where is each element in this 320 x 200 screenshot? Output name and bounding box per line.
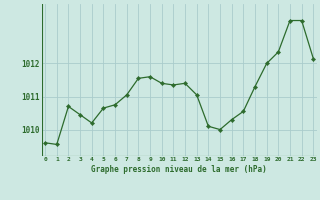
X-axis label: Graphe pression niveau de la mer (hPa): Graphe pression niveau de la mer (hPa) — [91, 165, 267, 174]
